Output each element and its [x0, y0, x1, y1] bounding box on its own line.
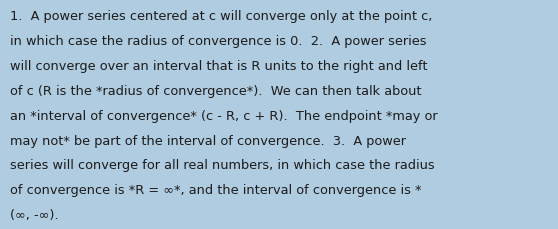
- Text: of c (R is the *radius of convergence*).  We can then talk about: of c (R is the *radius of convergence*).…: [10, 85, 421, 98]
- Text: of convergence is *R = ∞*, and the interval of convergence is *: of convergence is *R = ∞*, and the inter…: [10, 183, 421, 196]
- Text: series will converge for all real numbers, in which case the radius: series will converge for all real number…: [10, 159, 435, 172]
- Text: in which case the radius of convergence is 0.  2.  A power series: in which case the radius of convergence …: [10, 35, 426, 48]
- Text: will converge over an interval that is R units to the right and left: will converge over an interval that is R…: [10, 60, 427, 73]
- Text: an *interval of convergence* (c - R, c + R).  The endpoint *may or: an *interval of convergence* (c - R, c +…: [10, 109, 437, 122]
- Text: 1.  A power series centered at c will converge only at the point c,: 1. A power series centered at c will con…: [10, 10, 432, 23]
- Text: (∞, -∞).: (∞, -∞).: [10, 208, 59, 221]
- Text: may not* be part of the interval of convergence.  3.  A power: may not* be part of the interval of conv…: [10, 134, 406, 147]
